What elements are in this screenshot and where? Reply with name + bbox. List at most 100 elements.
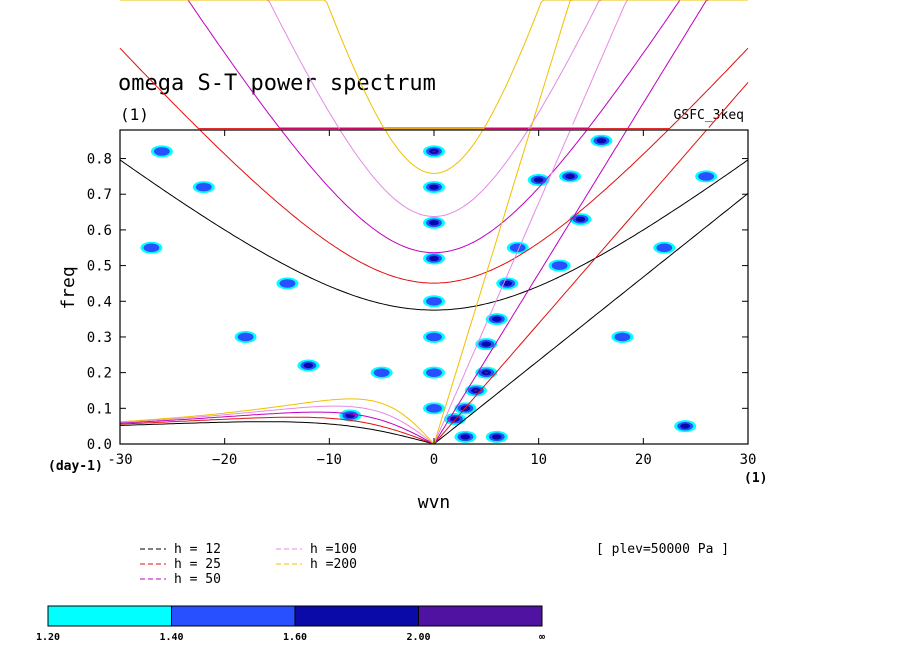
power-contours (140, 134, 718, 443)
y-tick-label: 0.1 (87, 401, 112, 417)
dispersion-curve-inertia-gravity (280, 130, 588, 254)
power-blob (143, 243, 160, 253)
dispersion-curve-rossby (120, 421, 435, 444)
x-tick-label: 30 (740, 452, 757, 468)
y-tick-label: 0.4 (87, 294, 112, 310)
legend-entry: h =100 (310, 542, 357, 557)
dispersion-curve-upper (530, 0, 748, 129)
power-blob (680, 423, 691, 429)
y-axis-unit: (day-1) (48, 459, 103, 474)
dispersion-curve-inertia-gravity (339, 130, 529, 218)
x-tick-label: 0 (430, 452, 438, 468)
y-tick-label: 0.2 (87, 366, 112, 382)
power-blob (450, 416, 460, 422)
dispersion-curves-above-frame (119, 0, 749, 131)
power-blob (426, 296, 442, 306)
power-blob (460, 434, 471, 440)
y-tick-label: 0.7 (87, 187, 112, 203)
x-axis-ticks: -30 −20 −10 0 10 20 30 (107, 130, 756, 468)
colorbar-level-label: 1.60 (283, 632, 307, 643)
x-tick-label: −20 (212, 452, 237, 468)
y-tick-label: 0.0 (87, 437, 112, 453)
dispersion-curve-rossby (120, 411, 435, 444)
power-blob (195, 182, 212, 192)
dispersion-curves (120, 130, 748, 444)
power-blob (656, 243, 673, 253)
power-blob (551, 261, 568, 270)
colorbar-level-label: 2.00 (406, 632, 430, 643)
power-blob (279, 279, 296, 288)
x-tick-label: 10 (530, 452, 547, 468)
dispersion-curve-kelvin (433, 193, 748, 444)
legend-entry: h = 50 (174, 572, 221, 587)
power-blob (509, 243, 526, 253)
y-tick-label: 0.5 (87, 259, 112, 275)
power-blob (481, 341, 492, 347)
power-blob (474, 389, 478, 392)
legend-entry: h = 12 (174, 542, 221, 557)
dispersion-curve-inertia-gravity (120, 159, 748, 311)
y-tick-label: 0.8 (87, 152, 112, 168)
dispersion-curve-upper (120, 0, 748, 130)
colorbar-segment (47, 605, 172, 627)
power-blob (565, 173, 575, 180)
dispersion-curve-rossby (120, 416, 435, 444)
run-label: GSFC_3keq (674, 108, 744, 123)
y-axis-label: freq (58, 266, 79, 309)
dispersion-curve-inertia-gravity (384, 130, 484, 174)
dispersion-curve-upper (120, 0, 748, 129)
level-note: [ plev=50000 Pa ] (596, 542, 729, 557)
colorbar-segment (171, 605, 296, 627)
x-axis-unit: (1) (744, 471, 767, 486)
power-blob (426, 403, 442, 413)
y-tick-label: 0.6 (87, 223, 112, 239)
dispersion-curve-kelvin (433, 130, 531, 444)
dispersion-curve-kelvin (433, 130, 628, 444)
colorbar-segment (418, 605, 543, 627)
dispersion-curve-upper (120, 0, 748, 131)
dispersion-curve-upper (627, 0, 748, 129)
colorbar-level-label: 1.40 (159, 632, 183, 643)
power-blob (426, 368, 442, 377)
power-blob (429, 220, 439, 226)
power-blob (533, 177, 544, 183)
power-blob (614, 332, 631, 342)
power-blob (491, 316, 502, 322)
power-blob (484, 371, 489, 374)
power-blob (426, 332, 442, 342)
dispersion-curve-upper (708, 82, 749, 128)
x-tick-label: −10 (317, 452, 342, 468)
dispersion-curve-rossby (120, 398, 435, 444)
colorbar-level-label: ∞ (539, 632, 545, 643)
dispersion-curve-kelvin (433, 130, 708, 444)
y-tick-label: 0.3 (87, 330, 112, 346)
dispersion-curve-upper (572, 0, 748, 125)
power-blob (153, 147, 170, 156)
x-tick-label: 20 (635, 452, 652, 468)
chart-title: omega S-T power spectrum (118, 71, 436, 96)
colorbar-segment (294, 605, 419, 627)
power-blob (491, 434, 502, 440)
y-axis-ticks: 0.0 0.1 0.2 0.3 0.4 0.5 0.6 0.7 0.8 (87, 152, 748, 453)
chart-subtitle: (1) (120, 105, 149, 124)
dispersion-curve-kelvin (433, 130, 571, 444)
dispersion-curve-rossby (120, 405, 435, 444)
colorbar: 1.20 1.40 1.60 2.00 ∞ (36, 605, 545, 643)
power-blob (429, 184, 439, 190)
power-blob (575, 216, 586, 222)
power-blob (237, 332, 254, 342)
power-blob (698, 172, 715, 181)
legend-entry: h =200 (310, 557, 357, 572)
power-blob (432, 150, 436, 153)
x-axis-label: wvn (418, 492, 451, 513)
power-blob (596, 138, 607, 144)
plot-frame (119, 129, 749, 445)
legend-entry: h = 25 (174, 557, 221, 572)
colorbar-level-label: 1.20 (36, 632, 60, 643)
x-tick-label: -30 (107, 452, 132, 468)
power-blob (303, 362, 314, 369)
dispersion-curve-inertia-gravity (199, 130, 669, 284)
power-blob (373, 368, 390, 377)
